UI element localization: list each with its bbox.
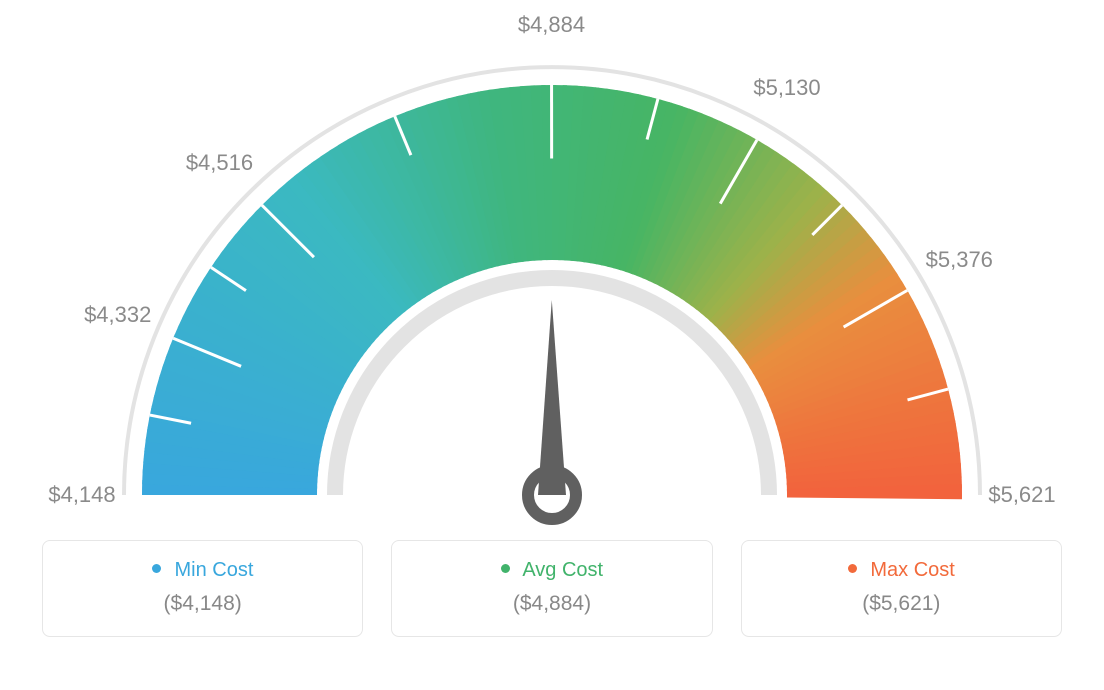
gauge-tick-label: $5,376 bbox=[926, 247, 993, 273]
legend-value-max: ($5,621) bbox=[752, 592, 1051, 616]
legend-card-avg: Avg Cost ($4,884) bbox=[391, 540, 712, 637]
gauge-tick-label: $4,884 bbox=[518, 12, 585, 38]
legend-title-avg-text: Avg Cost bbox=[522, 559, 603, 581]
legend-card-max: Max Cost ($5,621) bbox=[741, 540, 1062, 637]
legend-title-avg: Avg Cost bbox=[402, 559, 701, 582]
dot-icon bbox=[848, 564, 857, 573]
gauge-tick-label: $4,148 bbox=[48, 482, 115, 508]
legend-value-min: ($4,148) bbox=[53, 592, 352, 616]
gauge-tick-label: $5,130 bbox=[753, 75, 820, 101]
gauge-tick-label: $4,516 bbox=[186, 150, 253, 176]
gauge-svg bbox=[42, 10, 1062, 530]
legend-row: Min Cost ($4,148) Avg Cost ($4,884) Max … bbox=[42, 540, 1062, 637]
legend-title-max: Max Cost bbox=[752, 559, 1051, 582]
legend-title-min: Min Cost bbox=[53, 559, 352, 582]
legend-value-avg: ($4,884) bbox=[402, 592, 701, 616]
legend-title-max-text: Max Cost bbox=[870, 559, 954, 581]
legend-title-min-text: Min Cost bbox=[174, 559, 253, 581]
legend-card-min: Min Cost ($4,148) bbox=[42, 540, 363, 637]
gauge-tick-label: $4,332 bbox=[84, 302, 151, 328]
cost-gauge-chart: $4,148 $4,332 $4,516 $4,884 $5,130 $5,376 $5,6… bbox=[0, 0, 1104, 690]
dot-icon bbox=[152, 564, 161, 573]
dot-icon bbox=[501, 564, 510, 573]
gauge-tick-label: $5,621 bbox=[988, 482, 1055, 508]
gauge-area: $4,148 $4,332 $4,516 $4,884 $5,130 $5,376 $5,6… bbox=[42, 10, 1062, 530]
